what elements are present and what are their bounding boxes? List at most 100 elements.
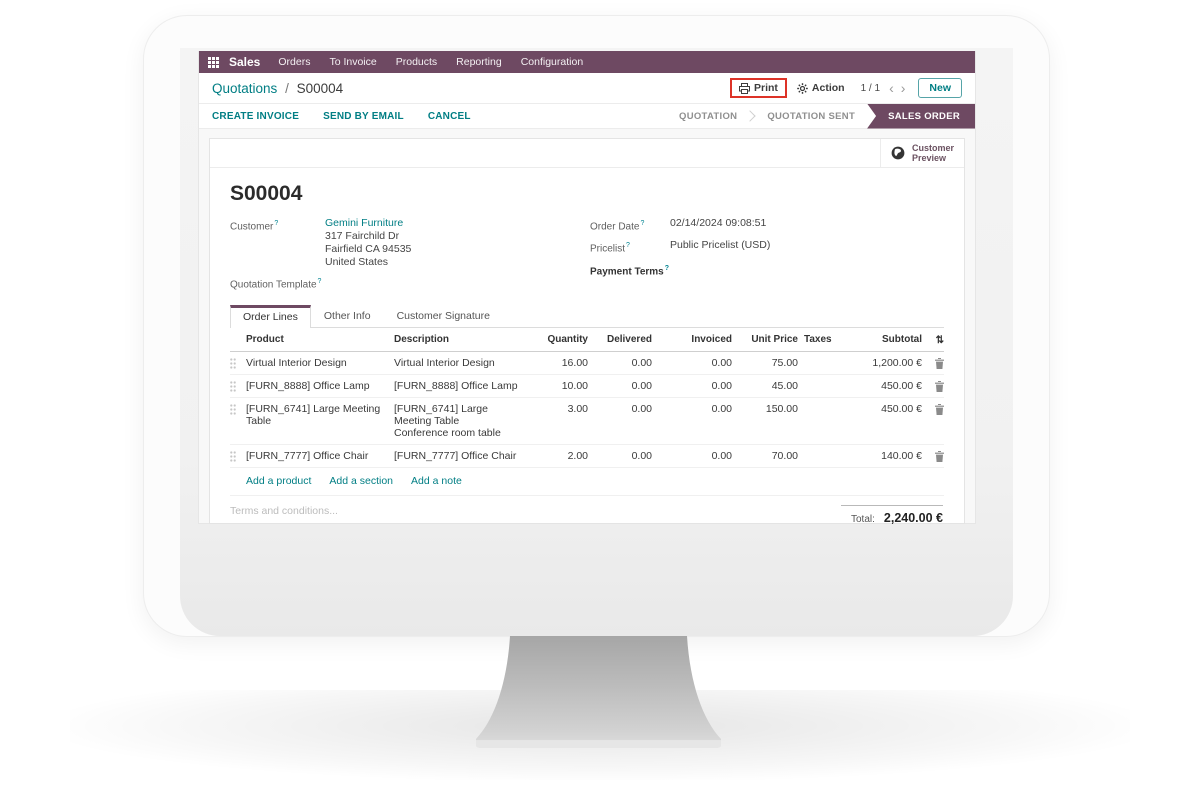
cell-description[interactable]: [FURN_6741] Large Meeting Table Conferen… (394, 403, 501, 440)
monitor-frame: Sales Orders To Invoice Products Reporti… (143, 15, 1050, 637)
tab-customer-signature[interactable]: Customer Signature (396, 310, 490, 323)
delete-row-button[interactable] (922, 357, 944, 370)
new-button[interactable]: New (918, 78, 962, 98)
nav-item-orders[interactable]: Orders (278, 56, 311, 68)
cell-product[interactable]: [FURN_6741] Large Meeting Table (246, 403, 381, 428)
stage-quotation-sent[interactable]: QUOTATION SENT (767, 110, 856, 122)
cell-delivered[interactable]: 0.00 (631, 357, 652, 370)
help-icon: ? (274, 220, 279, 227)
nav-item-products[interactable]: Products (395, 56, 438, 68)
cell-product[interactable]: [FURN_8888] Office Lamp (246, 380, 370, 393)
cell-subtotal: 1,200.00 € (872, 357, 922, 370)
tab-other-info[interactable]: Other Info (323, 310, 371, 323)
pager-prev-icon[interactable]: ‹ (889, 80, 894, 96)
delete-row-button[interactable] (922, 450, 944, 463)
col-description: Description (394, 334, 450, 346)
drag-handle-icon[interactable] (230, 403, 246, 415)
cell-quantity[interactable]: 3.00 (567, 403, 588, 416)
payment-terms-field[interactable]: Payment Terms? (590, 262, 944, 278)
cell-description[interactable]: [FURN_8888] Office Lamp (394, 380, 518, 393)
field-column-left: Customer? Gemini Furniture 317 Fairchild… (230, 217, 590, 291)
app-brand[interactable]: Sales (229, 55, 261, 69)
drag-handle-icon[interactable] (230, 380, 246, 392)
tab-order-lines[interactable]: Order Lines (230, 305, 311, 329)
odoo-app-window: Sales Orders To Invoice Products Reporti… (198, 51, 976, 525)
cell-delivered[interactable]: 0.00 (631, 403, 652, 416)
printer-icon (739, 82, 750, 94)
apps-grid-icon[interactable] (208, 56, 219, 68)
create-invoice-button[interactable]: CREATE INVOICE (212, 110, 300, 122)
order-date-field: Order Date? 02/14/2024 09:08:51 (590, 217, 944, 233)
nav-item-reporting[interactable]: Reporting (456, 56, 502, 68)
table-row: [FURN_8888] Office Lamp [FURN_8888] Offi… (230, 375, 944, 399)
col-delivered: Delivered (606, 334, 652, 346)
drag-handle-icon[interactable] (230, 357, 246, 369)
print-button[interactable]: Print (739, 82, 778, 94)
add-section-link[interactable]: Add a section (329, 475, 394, 488)
sheet-body: S00004 Customer? Gemini Furniture (210, 182, 964, 525)
cell-invoiced[interactable]: 0.00 (711, 403, 732, 416)
table-footer-links: Add a product Add a section Add a note (230, 468, 944, 497)
table-row: Virtual Interior Design Virtual Interior… (230, 352, 944, 376)
cell-description[interactable]: Virtual Interior Design (394, 357, 495, 370)
cell-subtotal: 450.00 € (881, 380, 922, 393)
col-taxes: Taxes (804, 334, 832, 346)
page-title: S00004 (230, 182, 303, 205)
pricelist-label: Pricelist? (590, 242, 630, 255)
pricelist-value[interactable]: Public Pricelist (USD) (670, 239, 771, 252)
breadcrumb-quotations[interactable]: Quotations (212, 80, 278, 96)
pager-next-icon[interactable]: › (900, 80, 906, 96)
customer-link[interactable]: Gemini Furniture (325, 217, 404, 229)
cell-invoiced[interactable]: 0.00 (711, 380, 732, 393)
notebook-tabs: Order Lines Other Info Customer Signatur… (230, 304, 944, 329)
delete-row-button[interactable] (922, 403, 944, 416)
nav-item-configuration[interactable]: Configuration (520, 56, 584, 68)
col-invoiced: Invoiced (691, 334, 732, 346)
action-button[interactable]: Action (797, 82, 845, 94)
cancel-button[interactable]: CANCEL (427, 110, 471, 122)
cell-unit-price[interactable]: 150.00 (765, 403, 798, 416)
stage-sales-order[interactable]: SALES ORDER (867, 103, 975, 129)
order-date-value[interactable]: 02/14/2024 09:08:51 (670, 217, 767, 229)
cell-quantity[interactable]: 10.00 (561, 380, 588, 393)
terms-placeholder[interactable]: Terms and conditions... (230, 505, 338, 518)
help-icon: ? (317, 278, 322, 285)
send-by-email-button[interactable]: SEND BY EMAIL (323, 110, 404, 122)
table-row: [FURN_6741] Large Meeting Table [FURN_67… (230, 398, 944, 446)
cell-product[interactable]: [FURN_7777] Office Chair (246, 450, 369, 463)
stage-quotation[interactable]: QUOTATION (679, 110, 738, 122)
add-product-link[interactable]: Add a product (246, 475, 312, 488)
quotation-template-label: Quotation Template? (230, 278, 322, 291)
stage-chevron-icon (744, 110, 756, 122)
payment-terms-label: Payment Terms? (590, 264, 670, 277)
drag-handle-icon[interactable] (230, 450, 246, 462)
main-navbar: Sales Orders To Invoice Products Reporti… (199, 51, 975, 73)
cell-quantity[interactable]: 16.00 (561, 357, 588, 370)
adjust-columns-icon[interactable]: ⇅ (935, 335, 944, 347)
cell-delivered[interactable]: 0.00 (631, 380, 652, 393)
cell-product[interactable]: Virtual Interior Design (246, 357, 347, 370)
cell-quantity[interactable]: 2.00 (567, 450, 588, 463)
customer-preview-button[interactable]: Customer Preview (879, 139, 964, 167)
cell-description[interactable]: [FURN_7777] Office Chair (394, 450, 517, 463)
cell-subtotal: 140.00 € (881, 450, 922, 463)
col-quantity: Quantity (547, 334, 588, 346)
add-note-link[interactable]: Add a note (411, 475, 462, 488)
cell-unit-price[interactable]: 45.00 (771, 380, 798, 393)
cell-invoiced[interactable]: 0.00 (711, 450, 732, 463)
help-icon: ? (664, 264, 670, 272)
print-highlight-annotation: Print (730, 78, 787, 98)
col-product: Product (246, 334, 284, 346)
cell-invoiced[interactable]: 0.00 (711, 357, 732, 370)
field-column-right: Order Date? 02/14/2024 09:08:51 Pricelis… (590, 217, 944, 291)
breadcrumb-separator: / (285, 80, 289, 96)
nav-item-to-invoice[interactable]: To Invoice (329, 56, 377, 68)
monitor-stand (476, 636, 721, 748)
cell-unit-price[interactable]: 70.00 (771, 450, 798, 463)
cell-unit-price[interactable]: 75.00 (771, 357, 798, 370)
quotation-template-field[interactable]: Quotation Template? (230, 275, 590, 291)
order-date-label: Order Date? (590, 220, 645, 233)
delete-row-button[interactable] (922, 380, 944, 393)
cell-delivered[interactable]: 0.00 (631, 450, 652, 463)
order-total: Total: 2,240.00 € (841, 505, 943, 525)
